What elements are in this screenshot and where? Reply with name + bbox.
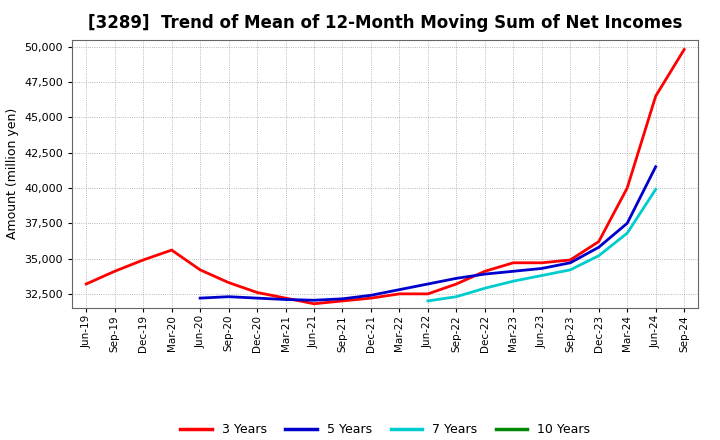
Y-axis label: Amount (million yen): Amount (million yen) — [6, 108, 19, 239]
Legend: 3 Years, 5 Years, 7 Years, 10 Years: 3 Years, 5 Years, 7 Years, 10 Years — [176, 418, 595, 440]
Title: [3289]  Trend of Mean of 12-Month Moving Sum of Net Incomes: [3289] Trend of Mean of 12-Month Moving … — [88, 15, 683, 33]
